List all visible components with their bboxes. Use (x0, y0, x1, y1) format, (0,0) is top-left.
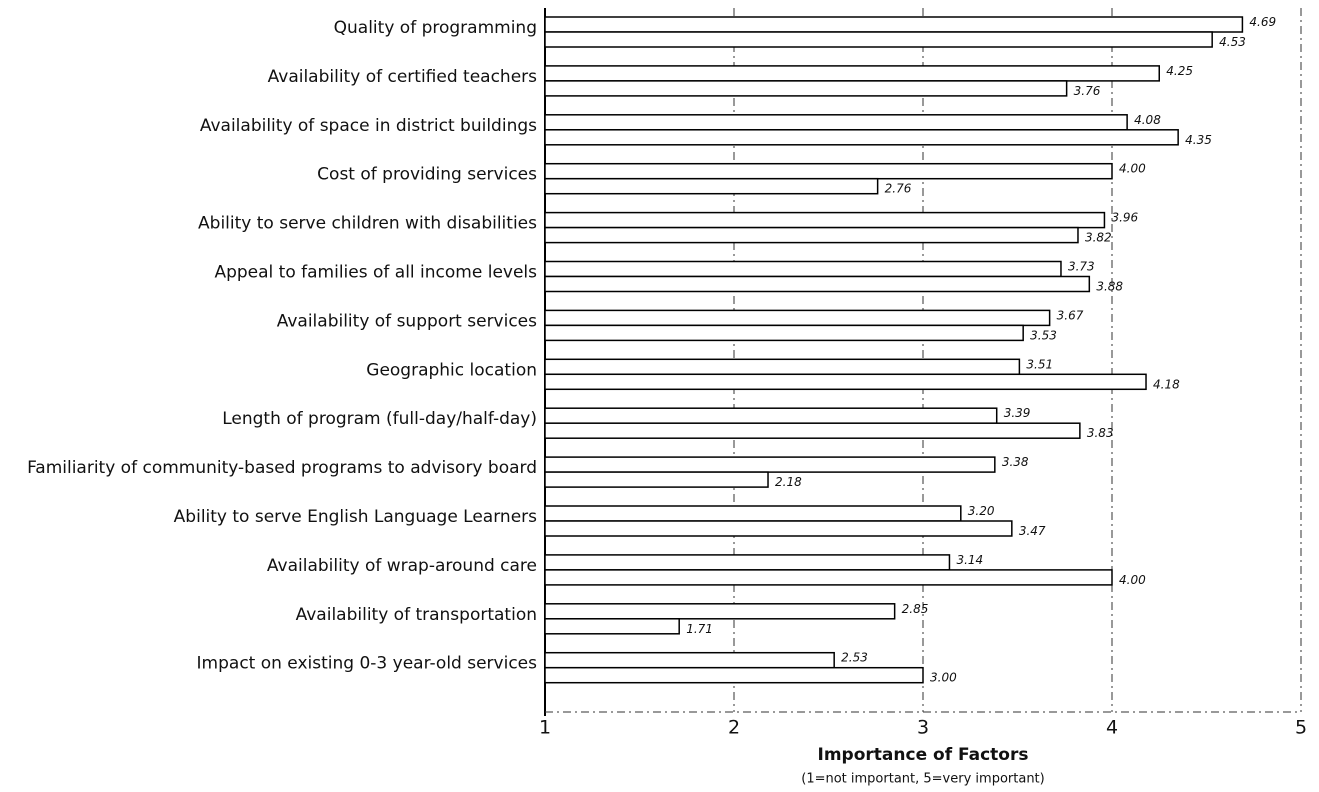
bar (544, 456, 996, 473)
data-label: 4.08 (1134, 113, 1161, 127)
data-label: 2.18 (775, 475, 802, 489)
bar (544, 309, 1051, 327)
bar (544, 211, 1106, 229)
y-tick-label: Availability of support services (277, 311, 537, 331)
bar (544, 31, 1213, 48)
data-label: 3.88 (1096, 280, 1123, 294)
data-label: 3.67 (1057, 308, 1084, 322)
data-label: 2.76 (885, 182, 912, 196)
bar (544, 603, 896, 620)
bar (544, 373, 1147, 391)
data-label: 3.47 (1019, 524, 1046, 538)
data-label: 3.53 (1030, 328, 1057, 342)
data-label: 4.18 (1153, 377, 1180, 391)
x-axis-note: (1=not important, 5=very important) (801, 772, 1044, 787)
x-axis-label: Importance of Factors (818, 745, 1029, 765)
bar (544, 80, 1068, 97)
bar (544, 618, 680, 635)
data-label: 4.00 (1119, 573, 1146, 587)
bar (544, 651, 835, 669)
data-label: 2.53 (841, 651, 868, 665)
data-label: 3.20 (968, 504, 995, 518)
data-label: 1.71 (686, 622, 713, 636)
y-tick-label: Ability to serve English Language Learne… (174, 507, 537, 527)
y-tick-label: Availability of wrap-around care (267, 556, 537, 576)
bar (544, 129, 1179, 146)
x-tick-label: 3 (917, 717, 929, 739)
bar (544, 520, 1013, 537)
data-label: 3.83 (1087, 426, 1114, 440)
bar (544, 505, 962, 522)
bar (544, 666, 924, 684)
bar (544, 275, 1091, 293)
data-label: 4.53 (1219, 35, 1246, 49)
data-label: 3.82 (1085, 231, 1112, 245)
bar (544, 324, 1024, 342)
data-label: 3.14 (956, 553, 983, 567)
y-tick-label: Familiarity of community-based programs … (27, 458, 537, 478)
y-tick-label: Appeal to families of all income levels (214, 263, 537, 283)
data-label: 4.35 (1185, 133, 1212, 147)
x-tick-label: 5 (1295, 717, 1307, 739)
bar (544, 407, 998, 424)
y-tick-label: Availability of certified teachers (268, 67, 538, 87)
bar (544, 16, 1244, 33)
y-tick-label: Length of program (full-day/half-day) (222, 409, 537, 429)
bar (544, 358, 1021, 376)
bar (544, 422, 1081, 439)
y-tick-label: Availability of space in district buildi… (200, 116, 537, 136)
bar (544, 260, 1062, 278)
data-label: 3.76 (1074, 84, 1101, 98)
data-label: 4.69 (1249, 15, 1276, 29)
data-label: 3.51 (1026, 357, 1053, 371)
data-label: 4.00 (1119, 162, 1146, 176)
data-label: 4.25 (1166, 64, 1193, 78)
x-tick-label: 4 (1106, 717, 1118, 739)
data-label: 2.85 (902, 602, 929, 616)
y-tick-label: Cost of providing services (317, 165, 537, 185)
bar (544, 177, 879, 195)
data-label: 3.38 (1002, 455, 1029, 469)
y-tick-label: Impact on existing 0-3 year-old services (197, 654, 538, 674)
data-label: 3.73 (1068, 260, 1095, 274)
data-label: 3.39 (1004, 406, 1031, 420)
data-label: 3.96 (1111, 211, 1138, 225)
bar (544, 114, 1128, 131)
x-tick-label: 1 (539, 717, 551, 739)
y-tick-label: Quality of programming (334, 18, 537, 38)
bar (544, 226, 1079, 244)
x-tick-label: 2 (728, 717, 740, 739)
data-label: 3.00 (930, 671, 957, 685)
y-tick-label: Availability of transportation (296, 605, 537, 625)
bar (544, 162, 1113, 180)
bar (544, 471, 769, 488)
bar (544, 569, 1113, 586)
y-tick-label: Geographic location (366, 360, 537, 380)
bar (544, 554, 951, 571)
bar (544, 65, 1160, 82)
y-tick-label: Ability to serve children with disabilit… (198, 214, 537, 234)
